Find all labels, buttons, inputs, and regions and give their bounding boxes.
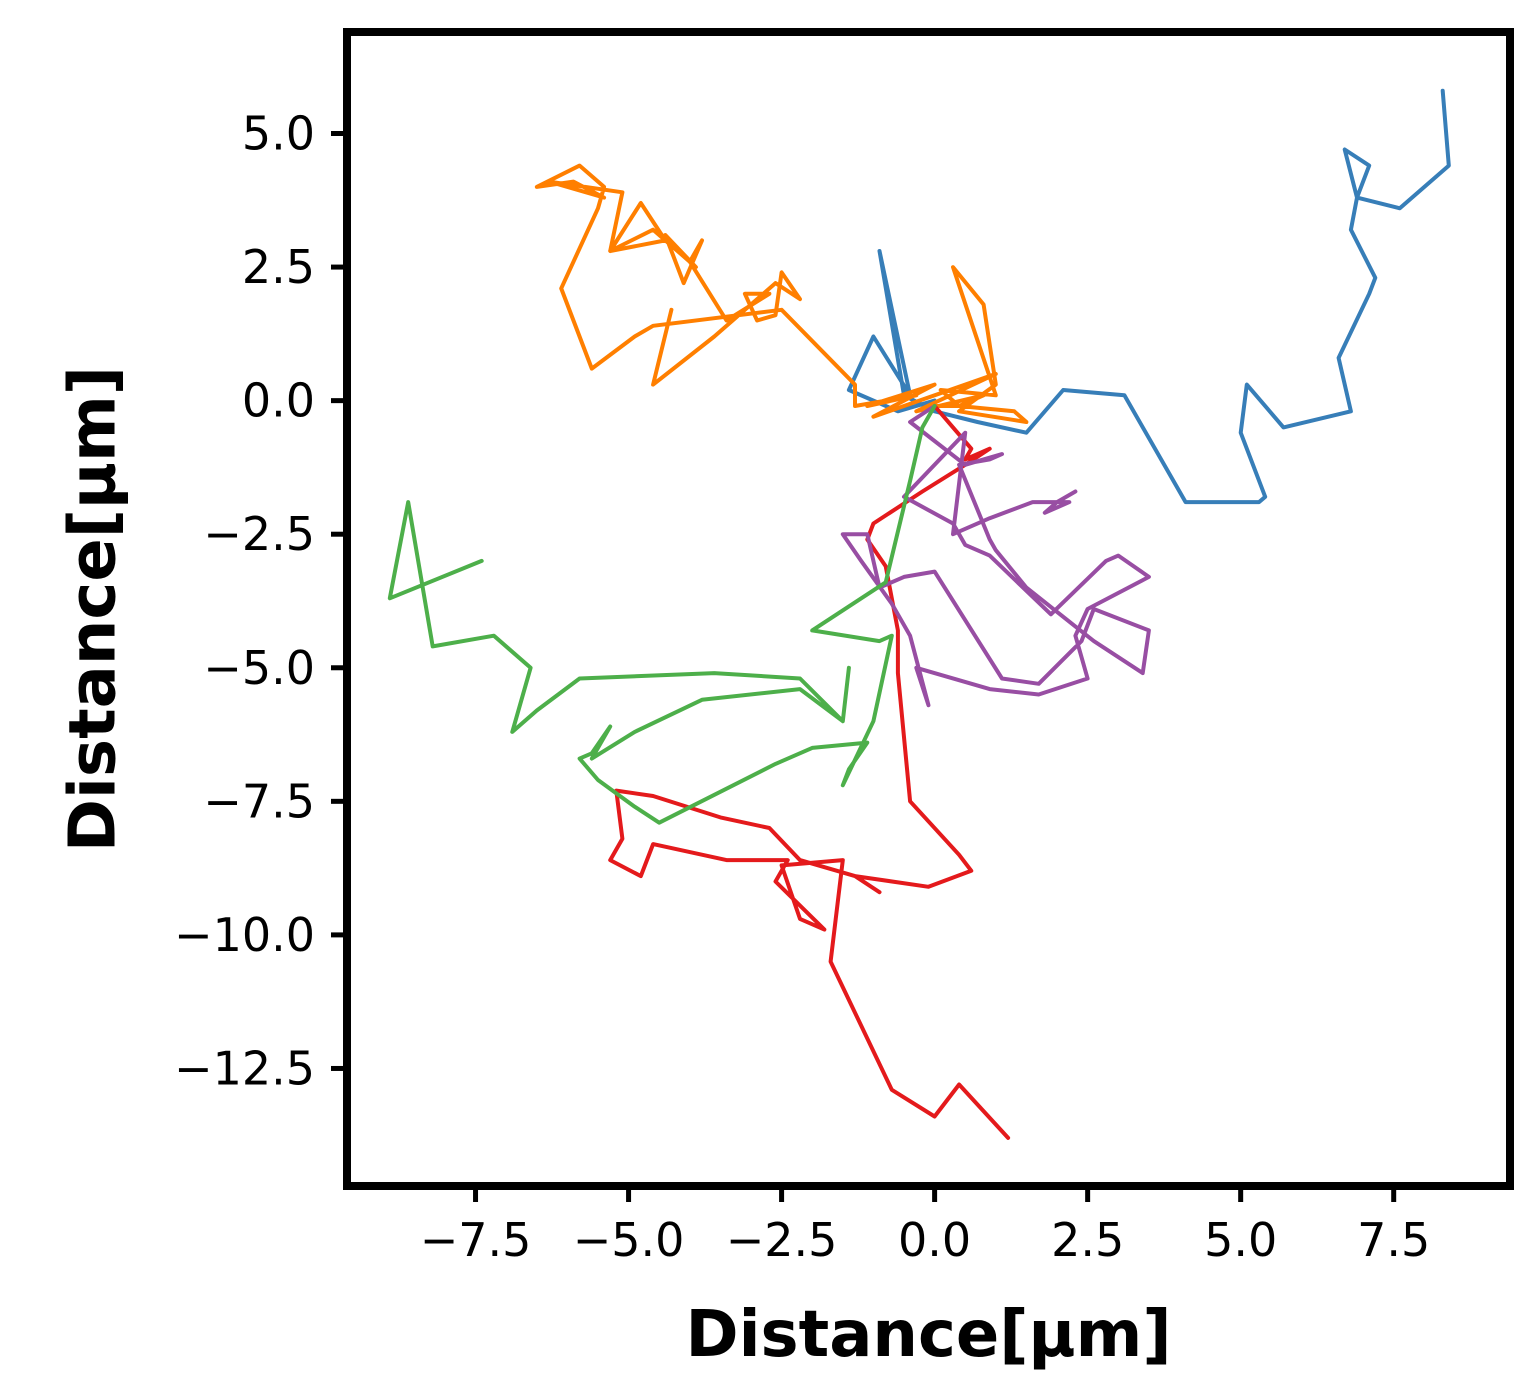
series-layer	[387, 88, 1451, 1140]
x-tick-label: 2.5	[1051, 1213, 1124, 1267]
y-tick-label: −12.5	[174, 1041, 315, 1095]
x-tick-label: −5.0	[573, 1213, 685, 1267]
y-tick-label: 2.5	[242, 240, 315, 294]
y-tick-label: −2.5	[203, 507, 315, 561]
y-tick-label: 5.0	[242, 107, 315, 161]
trajectory-line-3	[608, 404, 1011, 1140]
trajectory-line-5	[387, 404, 937, 825]
y-tick-label: 0.0	[242, 374, 315, 428]
x-tick-label: 0.0	[898, 1213, 971, 1267]
trajectory-line-2	[534, 163, 1029, 424]
x-tick-label: −7.5	[420, 1213, 532, 1267]
x-axis-label: Distance[μm]	[685, 1298, 1171, 1372]
y-tick-label: −10.0	[174, 908, 315, 962]
y-tick-label: −7.5	[203, 774, 315, 828]
x-axis-ticks: −7.5 −5.0 −2.5 0.0 2.5 5.0 7.5	[420, 1186, 1430, 1267]
plot-frame	[343, 28, 1514, 1190]
trajectory-line-1	[846, 88, 1451, 505]
y-axis-ticks: 5.0 2.5 0.0 −2.5 −5.0 −7.5 −10.0 −12.5	[174, 107, 347, 1095]
x-tick-label: 5.0	[1204, 1213, 1277, 1267]
trajectory-line-4	[840, 404, 1151, 708]
y-tick-label: −5.0	[203, 641, 315, 695]
x-tick-label: 7.5	[1357, 1213, 1430, 1267]
y-axis-label: Distance[μm]	[56, 366, 130, 852]
x-tick-label: −2.5	[726, 1213, 838, 1267]
